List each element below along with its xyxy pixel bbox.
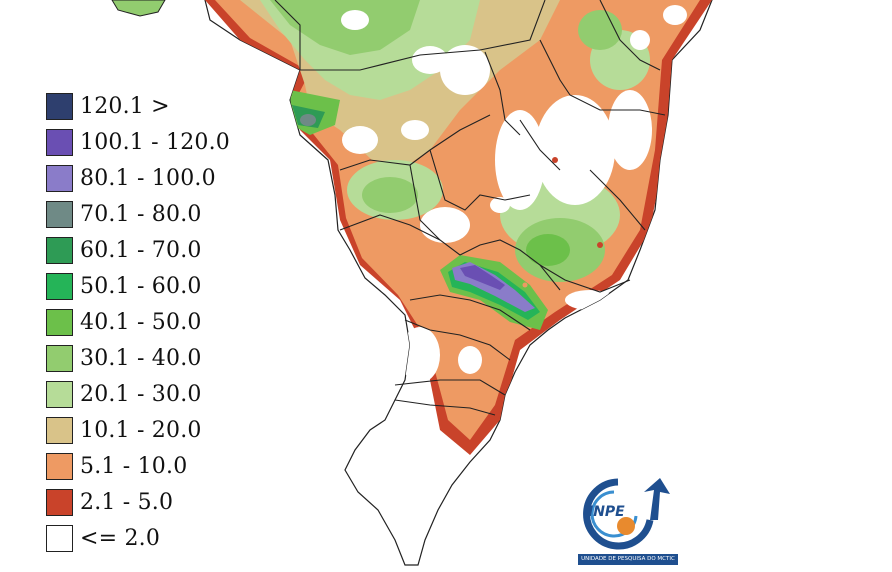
legend-item: 100.1 - 120.0	[46, 124, 230, 160]
legend-swatch	[46, 380, 73, 408]
legend-label: <= 2.0	[80, 525, 161, 551]
legend-item: 70.1 - 80.0	[46, 196, 230, 232]
logo-emblem-icon	[583, 478, 670, 550]
legend-item: 40.1 - 50.0	[46, 304, 230, 340]
legend-swatch	[46, 128, 73, 156]
logo-caption: UNIDADE DE PESQUISA DO MCTIC	[578, 554, 678, 565]
legend-item: <= 2.0	[46, 520, 230, 556]
legend-item: 5.1 - 10.0	[46, 448, 230, 484]
legend-label: 120.1 >	[80, 93, 170, 119]
legend-item: 120.1 >	[46, 88, 230, 124]
legend-label: 60.1 - 70.0	[80, 237, 202, 263]
legend-label: 70.1 - 80.0	[80, 201, 202, 227]
legend-swatch	[46, 92, 73, 120]
logo-name: INPE	[588, 504, 625, 520]
legend-label: 10.1 - 20.0	[80, 417, 202, 443]
legend-swatch	[46, 272, 73, 300]
legend-label: 20.1 - 30.0	[80, 381, 202, 407]
legend-swatch	[46, 488, 73, 516]
legend-swatch	[46, 200, 73, 228]
legend-item: 30.1 - 40.0	[46, 340, 230, 376]
legend-label: 80.1 - 100.0	[80, 165, 216, 191]
legend: 120.1 > 100.1 - 120.0 80.1 - 100.0 70.1 …	[46, 88, 230, 556]
legend-label: 30.1 - 40.0	[80, 345, 202, 371]
legend-item: 80.1 - 100.0	[46, 160, 230, 196]
state-borders	[274, 0, 666, 416]
legend-item: 60.1 - 70.0	[46, 232, 230, 268]
legend-swatch	[46, 524, 73, 552]
legend-swatch	[46, 452, 73, 480]
legend-item: 20.1 - 30.0	[46, 376, 230, 412]
precipitation-field	[205, 0, 712, 455]
legend-item: 10.1 - 20.0	[46, 412, 230, 448]
legend-swatch	[46, 344, 73, 372]
legend-swatch	[46, 416, 73, 444]
legend-label: 50.1 - 60.0	[80, 273, 202, 299]
legend-swatch	[46, 236, 73, 264]
legend-label: 2.1 - 5.0	[80, 489, 174, 515]
legend-label: 5.1 - 10.0	[80, 453, 188, 479]
inpe-logo: INPE UNIDADE DE PESQUISA DO MCTIC	[578, 474, 682, 566]
legend-item: 50.1 - 60.0	[46, 268, 230, 304]
legend-swatch	[46, 308, 73, 336]
legend-label: 100.1 - 120.0	[80, 129, 230, 155]
legend-item: 2.1 - 5.0	[46, 484, 230, 520]
legend-swatch	[46, 164, 73, 192]
legend-label: 40.1 - 50.0	[80, 309, 202, 335]
